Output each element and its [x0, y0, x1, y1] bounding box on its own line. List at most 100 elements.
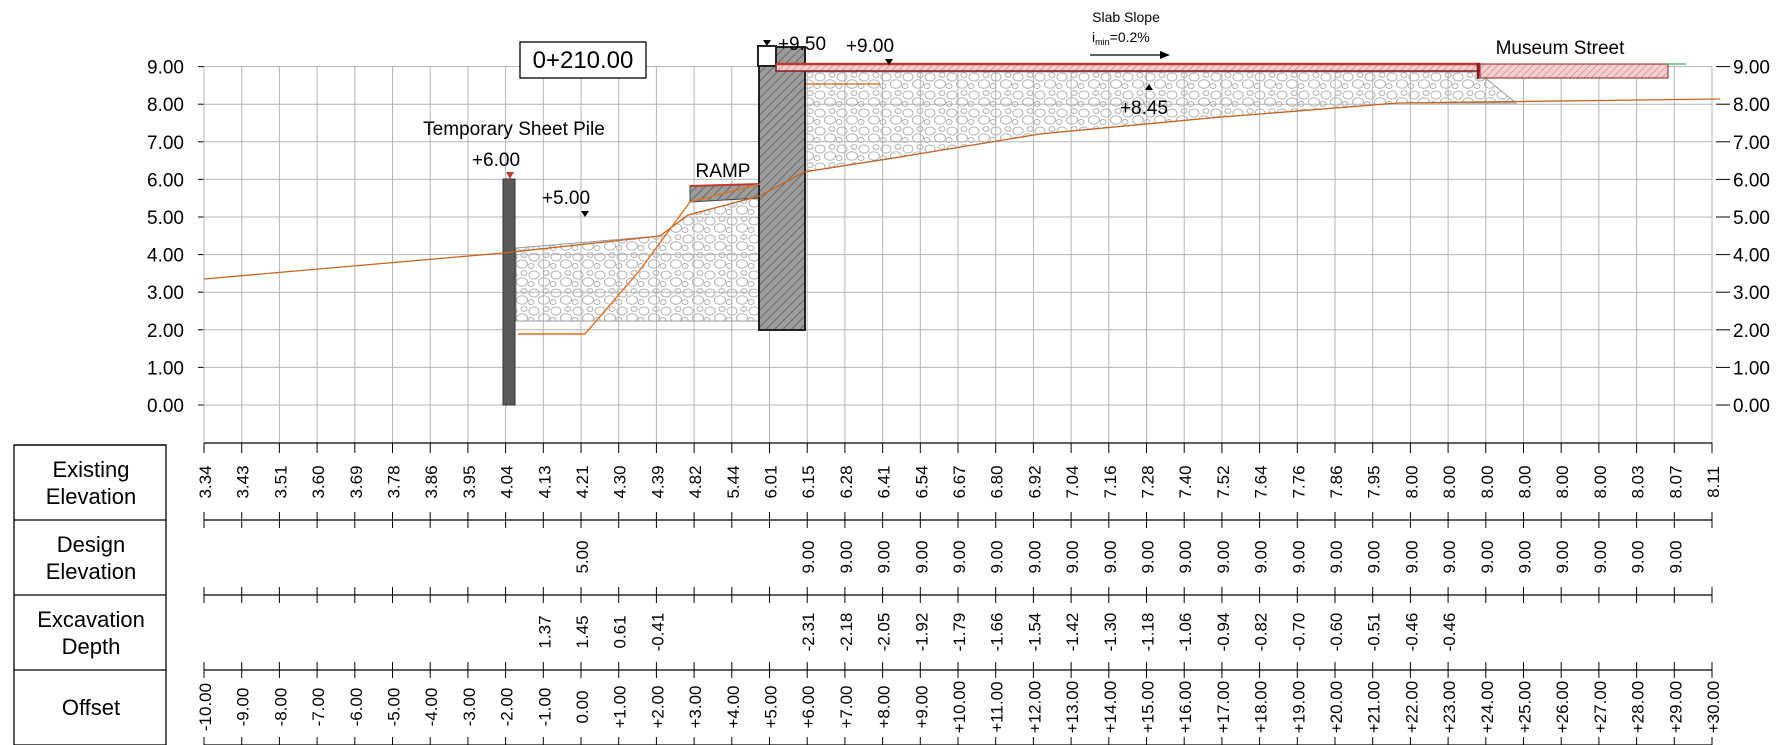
table-cell-existing: 8.00 — [1402, 465, 1421, 498]
table-cell-excavation: -0.46 — [1402, 613, 1421, 652]
table-cell-excavation: -1.30 — [1101, 613, 1120, 652]
table-cell-offset: +9.00 — [912, 685, 931, 728]
table-cell-offset: -9.00 — [234, 688, 253, 727]
ramp-label: RAMP — [696, 161, 751, 182]
table-cell-offset: +18.00 — [1252, 681, 1271, 733]
table-cell-design: 9.00 — [1440, 540, 1459, 573]
y-tick-label-left: 6.00 — [147, 170, 184, 191]
table-cell-offset: -10.00 — [196, 683, 215, 731]
table-cell-existing: 8.00 — [1516, 465, 1535, 498]
backfill-left — [515, 195, 761, 322]
sheet-pile-top-label: +6.00 — [472, 150, 520, 171]
level-markers — [506, 40, 1170, 217]
table-cell-design: 9.00 — [1327, 540, 1346, 573]
table-cell-excavation: -0.94 — [1214, 613, 1233, 652]
y-tick-label-right: 5.00 — [1733, 208, 1770, 229]
table-cell-design: 9.00 — [1214, 540, 1233, 573]
table-cell-design: 9.00 — [1478, 540, 1497, 573]
slab-bottom-marker — [1145, 84, 1153, 90]
table-cell-offset: 0.00 — [573, 690, 592, 723]
y-tick-label-left: 5.00 — [147, 208, 184, 229]
level-5-marker — [581, 211, 589, 217]
table-cell-existing: 6.15 — [799, 465, 818, 498]
backfill-right — [803, 71, 1518, 173]
table-cell-excavation: -1.92 — [912, 613, 931, 652]
table-cell-existing: 8.00 — [1478, 465, 1497, 498]
y-axis-left: 9.00 8.00 7.00 6.00 5.00 4.00 3.00 2.00 1.00 0.00 — [147, 58, 204, 417]
table-cell-offset: +6.00 — [799, 685, 818, 728]
table-cell-existing: 3.43 — [234, 465, 253, 498]
table-cell-existing: 3.78 — [385, 465, 404, 498]
table-cell-existing: 3.34 — [196, 465, 215, 498]
table-cell-existing: 3.69 — [347, 465, 366, 498]
y-tick-label-left: 0.00 — [147, 396, 184, 417]
table-cell-existing: 3.95 — [460, 465, 479, 498]
table-cell-excavation: 1.45 — [573, 615, 592, 648]
y-tick-label-left: 4.00 — [147, 246, 184, 267]
table-cell-existing: 7.40 — [1176, 465, 1195, 498]
table-cell-offset: +10.00 — [950, 681, 969, 733]
table-cell-excavation: -0.60 — [1327, 613, 1346, 652]
table-cell-existing: 8.07 — [1666, 465, 1685, 498]
table-cell-excavation: -2.05 — [875, 613, 894, 652]
table-cell-existing: 7.52 — [1214, 465, 1233, 498]
table-cell-existing: 5.44 — [724, 465, 743, 498]
table-cell-existing: 8.03 — [1629, 465, 1648, 498]
table-cell-design: 9.00 — [837, 540, 856, 573]
y-tick-label-right: 1.00 — [1733, 358, 1770, 379]
profile-data-table: 3.34 -10.00 3.43 -9.00 3.51 -8.00 3.60 -7.00 3.6… — [13, 442, 1723, 745]
y-tick-label-right: 2.00 — [1733, 321, 1770, 342]
station-box — [519, 41, 647, 79]
table-cell-offset: +17.00 — [1214, 681, 1233, 733]
table-cell-design: 9.00 — [799, 540, 818, 573]
table-cell-offset: +2.00 — [648, 685, 667, 728]
table-cell-excavation: -0.70 — [1289, 613, 1308, 652]
table-cell-offset: +28.00 — [1629, 681, 1648, 733]
table-cell-offset: +30.00 — [1704, 681, 1723, 733]
table-cell-offset: +26.00 — [1553, 681, 1572, 733]
table-cell-design: 9.00 — [1139, 540, 1158, 573]
wall-top-marker — [763, 40, 771, 46]
y-axis-right: 9.00 8.00 7.00 6.00 5.00 4.00 3.00 2.00 1.00 0.00 — [1716, 58, 1770, 417]
table-cell-existing: 8.00 — [1440, 465, 1459, 498]
y-tick-label-right: 8.00 — [1733, 95, 1770, 116]
table-cell-design: 9.00 — [1365, 540, 1384, 573]
sheet-pile-label: Temporary Sheet Pile — [423, 119, 605, 140]
table-cell-offset: -2.00 — [498, 688, 517, 727]
museum-street-label: Museum Street — [1496, 38, 1626, 59]
existing-ground-line — [203, 98, 1721, 280]
temporary-sheet-pile — [502, 178, 516, 406]
table-cell-offset: +4.00 — [724, 685, 743, 728]
table-cell-offset: -8.00 — [271, 688, 290, 727]
excavation-line — [518, 183, 761, 335]
table-cell-excavation: -0.51 — [1365, 613, 1384, 652]
table-cell-offset: -7.00 — [309, 688, 328, 727]
wall-cap — [757, 45, 777, 67]
table-cell-excavation: -1.42 — [1063, 613, 1082, 652]
table-cell-design: 9.00 — [988, 540, 1007, 573]
y-tick-label-right: 0.00 — [1733, 396, 1770, 417]
table-cell-existing: 6.01 — [762, 465, 781, 498]
table-cell-excavation: -2.31 — [799, 613, 818, 652]
ramp-top-line — [689, 183, 761, 187]
table-cell-existing: 4.30 — [611, 465, 630, 498]
table-cell-design: 9.00 — [1553, 540, 1572, 573]
y-tick-label-left: 2.00 — [147, 321, 184, 342]
table-cell-design: 9.00 — [1516, 540, 1535, 573]
y-tick-label-left: 8.00 — [147, 95, 184, 116]
table-cell-offset: +23.00 — [1440, 681, 1459, 733]
table-cell-excavation: -2.18 — [837, 613, 856, 652]
table-cell-offset: +7.00 — [837, 685, 856, 728]
level-5-label: +5.00 — [542, 188, 590, 209]
y-tick-label-left: 1.00 — [147, 358, 184, 379]
y-tick-label-right: 4.00 — [1733, 246, 1770, 267]
table-cell-excavation: -1.06 — [1176, 613, 1195, 652]
wall-top-label: +9.50 — [778, 34, 826, 55]
table-cell-excavation: -1.18 — [1139, 613, 1158, 652]
table-cell-offset: +15.00 — [1139, 681, 1158, 733]
table-cell-design: 9.00 — [1666, 540, 1685, 573]
table-cell-design: 9.00 — [875, 540, 894, 573]
table-cell-existing: 4.82 — [686, 465, 705, 498]
table-cell-design: 9.00 — [1591, 540, 1610, 573]
